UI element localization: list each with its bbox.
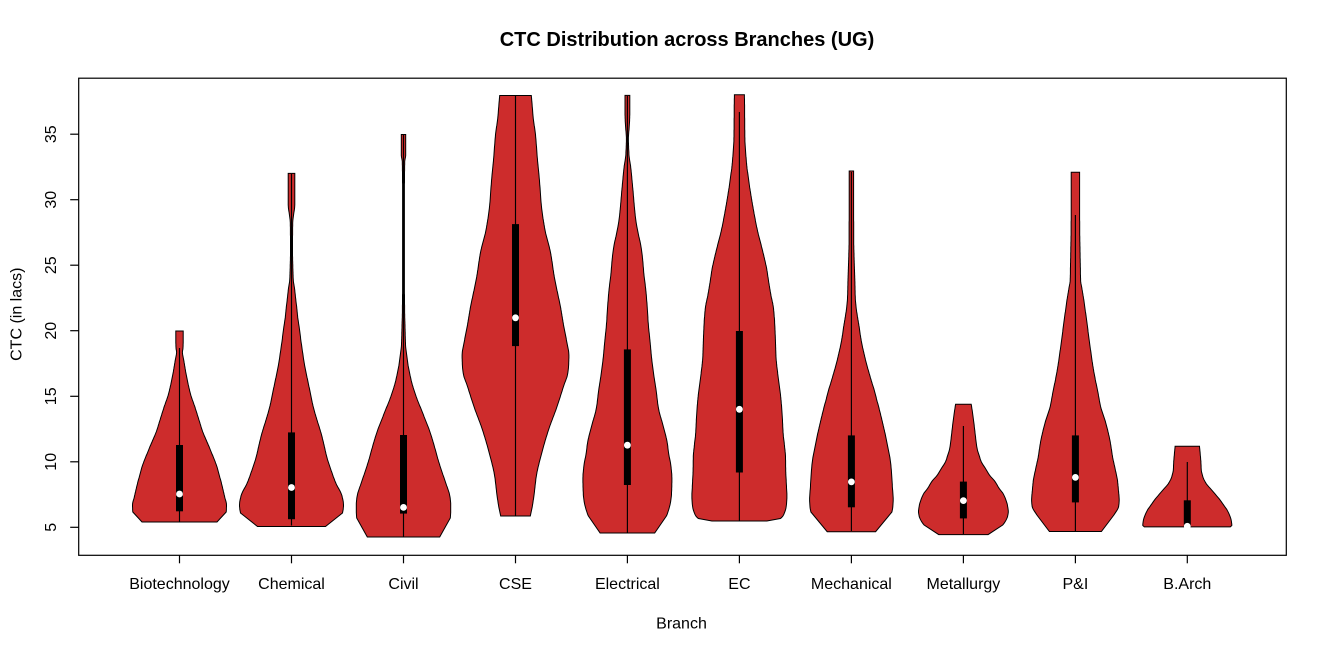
svg-text:P&I: P&I <box>1063 576 1089 593</box>
svg-text:35: 35 <box>43 125 60 143</box>
svg-text:Electrical: Electrical <box>595 576 660 593</box>
svg-text:Mechanical: Mechanical <box>811 576 892 593</box>
svg-text:CTC (in lacs): CTC (in lacs) <box>9 268 26 361</box>
svg-text:EC: EC <box>728 576 750 593</box>
svg-text:10: 10 <box>43 453 60 471</box>
svg-text:Branch: Branch <box>656 616 707 633</box>
svg-text:Chemical: Chemical <box>258 576 325 593</box>
svg-text:15: 15 <box>43 387 60 405</box>
svg-text:Civil: Civil <box>388 576 418 593</box>
svg-text:5: 5 <box>43 523 60 532</box>
svg-text:20: 20 <box>43 322 60 340</box>
svg-text:B.Arch: B.Arch <box>1163 576 1211 593</box>
svg-text:CTC Distribution across Branch: CTC Distribution across Branches (UG) <box>500 29 875 51</box>
svg-text:30: 30 <box>43 191 60 209</box>
svg-text:CSE: CSE <box>499 576 532 593</box>
svg-text:25: 25 <box>43 256 60 274</box>
svg-text:Biotechnology: Biotechnology <box>129 576 230 593</box>
svg-text:Metallurgy: Metallurgy <box>926 576 1000 593</box>
